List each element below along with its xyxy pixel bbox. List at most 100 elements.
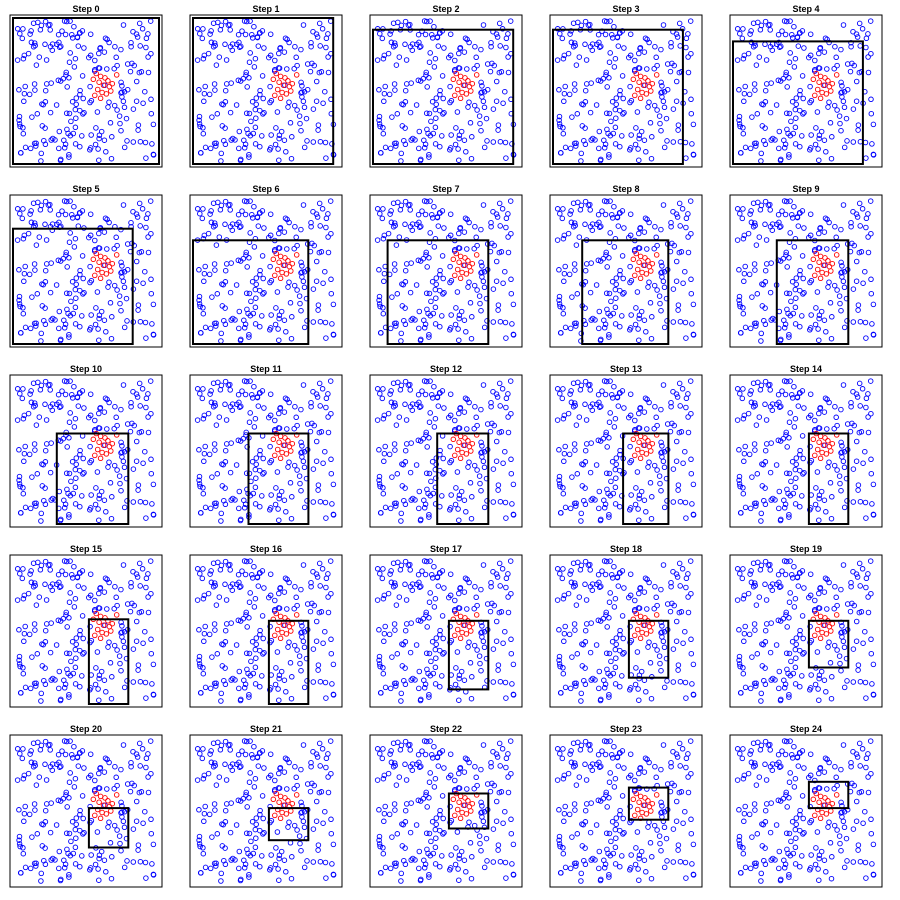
data-point: [196, 301, 203, 307]
data-point: [240, 615, 247, 622]
data-point: [325, 414, 331, 420]
data-point: [374, 597, 381, 603]
data-point: [556, 447, 562, 453]
data-point: [234, 581, 240, 588]
target-point: [97, 275, 104, 282]
data-point: [218, 510, 225, 517]
data-point: [757, 207, 764, 213]
data-point: [422, 391, 429, 398]
data-point: [571, 40, 578, 46]
data-point: [14, 237, 21, 243]
data-point: [294, 422, 300, 429]
data-point: [253, 101, 259, 108]
data-point: [77, 143, 83, 150]
data-point: [253, 641, 259, 648]
data-point: [560, 490, 567, 497]
data-point: [582, 501, 589, 508]
data-point: [673, 438, 680, 445]
data-point: [250, 670, 257, 677]
data-point: [33, 500, 39, 506]
data-point: [394, 651, 401, 657]
data-point: [275, 326, 281, 332]
data-point: [753, 320, 759, 326]
data-point: [208, 388, 214, 394]
data-point: [510, 661, 517, 668]
data-point: [838, 259, 844, 266]
data-point: [478, 270, 484, 276]
data-point: [687, 378, 694, 384]
data-point: [608, 118, 614, 125]
data-point: [816, 315, 822, 322]
data-point: [227, 43, 234, 50]
data-point: [66, 514, 72, 520]
data-point: [790, 310, 797, 317]
data-point: [497, 403, 503, 409]
data-point: [300, 22, 307, 28]
data-point: [636, 337, 642, 343]
data-point: [64, 666, 70, 673]
data-point: [800, 111, 806, 117]
bounding-box: [436, 432, 490, 525]
target-point: [822, 435, 828, 441]
data-point: [97, 405, 103, 412]
data-point: [272, 681, 279, 688]
data-point: [291, 462, 298, 469]
data-point: [413, 462, 420, 468]
data-point: [66, 110, 73, 117]
data-point: [664, 601, 671, 607]
data-point: [791, 23, 797, 30]
data-point: [431, 563, 437, 570]
data-point: [746, 451, 753, 458]
data-point: [456, 675, 462, 682]
data-point: [137, 43, 143, 49]
data-point: [55, 571, 62, 578]
data-point: [72, 124, 79, 131]
data-point: [317, 403, 323, 409]
panel-6: Step 6: [189, 184, 343, 348]
data-point: [218, 150, 225, 157]
target-point: [653, 612, 660, 618]
data-point: [499, 206, 506, 212]
data-point: [376, 661, 383, 667]
panel-title: Step 5: [72, 184, 99, 194]
panel-title: Step 8: [612, 184, 639, 194]
data-point: [787, 558, 793, 564]
data-point: [92, 681, 99, 688]
target-point: [648, 88, 654, 94]
data-point: [58, 336, 64, 343]
data-point: [593, 642, 600, 648]
data-point: [503, 515, 509, 521]
data-point: [304, 678, 310, 684]
data-point: [508, 650, 515, 657]
data-point: [31, 580, 38, 586]
data-point: [377, 123, 383, 130]
data-point: [791, 604, 798, 610]
data-point: [390, 584, 397, 590]
target-point: [825, 258, 831, 264]
data-point: [652, 403, 658, 410]
data-point: [419, 208, 425, 214]
data-point: [636, 517, 642, 523]
data-point: [136, 560, 143, 567]
data-point: [138, 249, 145, 255]
data-point: [847, 608, 854, 615]
target-point: [457, 95, 464, 102]
data-point: [853, 458, 860, 464]
data-point: [793, 655, 799, 661]
data-point: [556, 297, 562, 303]
data-point: [323, 35, 330, 42]
data-point: [794, 394, 801, 401]
data-point: [571, 621, 578, 627]
data-point: [243, 69, 249, 76]
data-point: [571, 441, 578, 447]
data-point: [495, 307, 501, 313]
data-point: [213, 62, 220, 68]
data-point: [429, 458, 436, 465]
data-point: [251, 64, 258, 70]
data-point: [210, 584, 217, 590]
data-point: [143, 44, 149, 51]
data-point: [736, 473, 743, 480]
data-point: [426, 514, 432, 520]
data-point: [814, 469, 821, 475]
data-point: [632, 597, 638, 604]
